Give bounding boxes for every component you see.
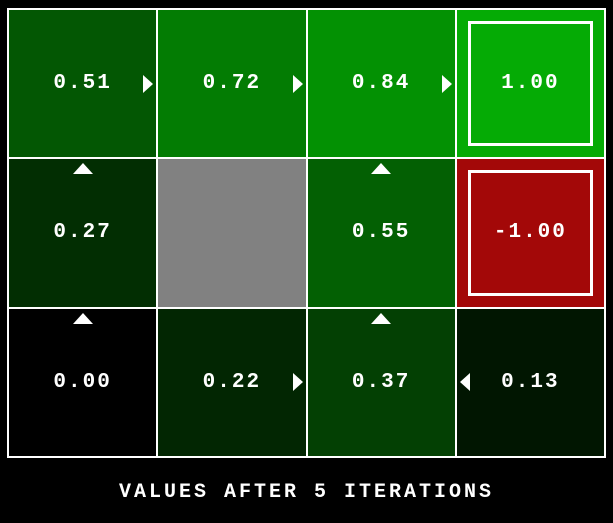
grid-cell: 0.37 [307,308,455,456]
policy-arrow-north-icon [72,163,93,175]
cell-value: -1.00 [493,221,567,245]
policy-arrow-east-icon [143,74,154,93]
value-grid: 0.51 0.72 0.84 1.00 0.27 0.55 [7,8,606,458]
policy-arrow-east-icon [292,373,303,392]
grid-cell: 0.00 [9,308,157,456]
cell-value: 0.72 [202,72,262,96]
cell-value: 0.27 [53,221,112,245]
terminal-cell: 1.00 [456,10,604,158]
grid-cell: 0.51 [9,10,157,158]
cell-value: 0.37 [351,370,411,394]
policy-arrow-east-icon [292,74,303,93]
policy-arrow-north-icon [72,312,93,324]
policy-arrow-north-icon [371,312,392,324]
grid-cell: 0.27 [9,159,157,307]
cell-value: 0.55 [351,221,411,245]
cell-value: 0.22 [202,370,262,394]
grid-cell: 0.72 [158,10,306,158]
cell-value: 0.51 [53,72,112,96]
page-title: VALUES AFTER 5 ITERATIONS [118,481,495,504]
cell-value: 0.13 [501,370,560,394]
policy-arrow-west-icon [459,373,470,392]
grid-cell: 0.22 [158,308,306,456]
cell-value: 0.84 [351,72,411,96]
policy-arrow-north-icon [371,163,392,175]
cell-value: 0.00 [53,370,112,394]
grid-cell: 0.84 [307,10,455,158]
grid-cell: 0.13 [456,308,604,456]
policy-arrow-east-icon [441,74,452,93]
cell-value: 1.00 [501,72,560,96]
terminal-cell: -1.00 [456,159,604,307]
wall-cell [158,159,306,307]
grid-cell: 0.55 [307,159,455,307]
